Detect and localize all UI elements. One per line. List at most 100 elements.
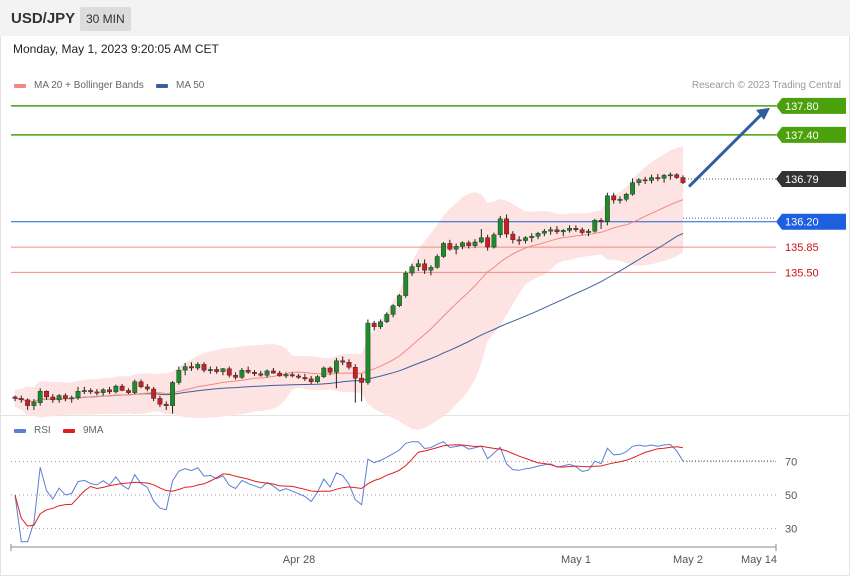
candle-body <box>201 364 207 371</box>
candle-body <box>390 305 396 315</box>
candle-body <box>529 236 535 238</box>
candle-body <box>466 242 472 246</box>
candle-body <box>252 372 257 374</box>
candle-body <box>491 234 497 248</box>
candle-body <box>195 364 201 369</box>
candle-body <box>441 243 446 257</box>
candle-body <box>258 373 264 376</box>
candle-body <box>233 375 238 378</box>
candle-body <box>296 375 301 378</box>
candle-body <box>642 179 648 182</box>
candle-body <box>504 218 509 235</box>
candle-body <box>75 390 81 398</box>
ma20-line <box>14 199 684 403</box>
legend-label-ma50: MA 50 <box>176 80 205 91</box>
x-tick-label: May 14 <box>741 554 777 566</box>
candle-body <box>88 390 94 393</box>
chart-header: USD/JPY 30 MIN <box>0 0 850 36</box>
rsi-level-label: 70 <box>785 457 797 469</box>
target-arrow-head <box>756 107 770 120</box>
candle-body <box>510 233 516 241</box>
candle-body <box>170 382 175 406</box>
candle-body <box>264 370 270 376</box>
candle-body <box>548 229 554 232</box>
level-tag <box>776 213 846 230</box>
x-tick-label: Apr 28 <box>283 554 315 566</box>
candle-body <box>63 395 68 399</box>
candle-body <box>541 230 547 234</box>
candle-body <box>478 237 484 243</box>
candle-body <box>365 322 371 383</box>
candle-body <box>667 174 673 177</box>
research-credit: Research © 2023 Trading Central <box>691 80 841 91</box>
candle-body <box>31 401 37 406</box>
level-label: 137.80 <box>785 101 819 113</box>
candle-body <box>636 179 642 183</box>
candle-body <box>308 378 314 382</box>
candle-body <box>649 177 654 181</box>
candle-body <box>226 368 232 376</box>
candle-body <box>567 228 572 231</box>
candle-body <box>182 366 188 371</box>
rsi-level-label: 50 <box>785 490 797 502</box>
candle-body <box>138 381 144 388</box>
candle-body <box>220 368 226 372</box>
candle-body <box>554 229 560 233</box>
candle-body <box>472 241 478 246</box>
level-label: 135.85 <box>785 242 819 254</box>
symbol-label: USD/JPY <box>11 10 76 27</box>
candle-body <box>434 256 440 268</box>
candle-body <box>352 367 358 379</box>
candle-body <box>674 174 680 178</box>
candle-body <box>18 398 24 401</box>
rsi-line <box>14 441 684 543</box>
level-tag <box>776 126 846 143</box>
candle-body <box>327 367 333 373</box>
candle-body <box>516 239 522 242</box>
candle-body <box>680 177 686 183</box>
candle-body <box>378 321 383 327</box>
ma50-swatch <box>156 83 168 88</box>
candle-body <box>403 272 409 296</box>
candle-body <box>422 263 428 271</box>
interval-button[interactable]: 30 MIN <box>80 7 131 31</box>
candle-body <box>598 220 604 222</box>
level-tag <box>776 171 846 187</box>
candle-body <box>592 220 598 232</box>
candle-body <box>321 367 327 377</box>
candle-body <box>333 360 339 373</box>
level-tag <box>776 97 846 114</box>
candle-body <box>113 385 119 393</box>
candle-body <box>151 388 157 399</box>
candle-body <box>126 390 131 393</box>
candle-body <box>107 389 112 393</box>
candle-body <box>579 229 585 233</box>
candle-body <box>245 369 251 373</box>
candle-body <box>100 389 106 393</box>
candle-body <box>37 390 43 403</box>
candle-body <box>81 390 87 392</box>
candle-body <box>453 246 459 250</box>
candle-body <box>302 377 308 380</box>
candle-body <box>132 381 138 393</box>
legend-label-ma20: MA 20 + Bollinger Bands <box>34 80 144 91</box>
candle-body <box>661 175 667 179</box>
candle-body <box>289 374 295 377</box>
candle-body <box>415 263 421 267</box>
candle-body <box>157 398 163 405</box>
candle-body <box>428 267 434 271</box>
candle-body <box>371 322 377 327</box>
candle-body <box>604 195 610 222</box>
legend-item-ma50: MA 50 <box>156 80 204 91</box>
candle-body <box>144 386 150 390</box>
legend-label-9ma: 9MA <box>83 425 104 436</box>
candle-body <box>617 199 623 201</box>
candle-body <box>283 374 289 377</box>
candle-body <box>239 369 245 378</box>
candle-body <box>25 399 31 406</box>
rsi-9ma-line <box>14 444 684 527</box>
candle-body <box>409 266 415 274</box>
candle-body <box>384 314 390 322</box>
candle-body <box>176 369 182 383</box>
candle-body <box>611 195 617 201</box>
